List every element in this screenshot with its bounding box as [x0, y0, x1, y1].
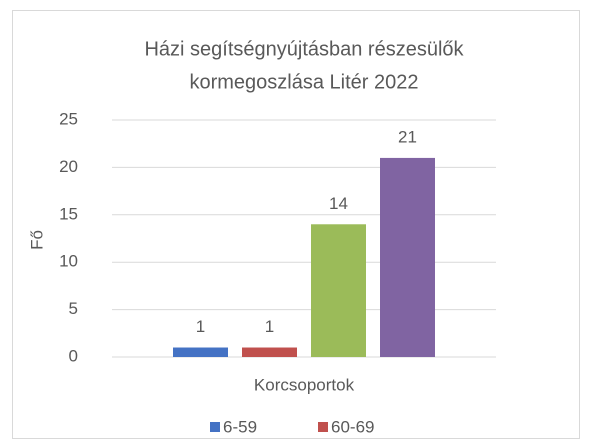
legend-label: 60-69: [331, 417, 374, 436]
data-label: 14: [329, 194, 348, 213]
chart-border: [12, 10, 580, 439]
legend-swatch: [210, 422, 220, 432]
bar: [311, 224, 366, 357]
bar: [173, 347, 228, 357]
data-label: 1: [196, 317, 205, 336]
data-label: 1: [265, 317, 274, 336]
bar: [380, 157, 435, 357]
y-tick-label: 5: [69, 299, 78, 318]
y-tick-label: 25: [59, 109, 78, 128]
legend-swatch: [318, 422, 328, 432]
y-tick-label: 0: [69, 346, 78, 365]
bar: [242, 347, 297, 357]
data-label: 21: [398, 127, 417, 146]
chart-title: kormegoszlása Litér 2022: [189, 71, 418, 93]
legend-label: 6-59: [223, 417, 257, 436]
y-tick-label: 20: [59, 157, 78, 176]
y-tick-label: 10: [59, 252, 78, 271]
y-tick-label: 15: [59, 204, 78, 223]
x-axis-label: Korcsoportok: [254, 375, 355, 394]
y-axis-label: Fő: [27, 230, 46, 250]
chart-title: Házi segítségnyújtásban részesülők: [144, 38, 464, 60]
